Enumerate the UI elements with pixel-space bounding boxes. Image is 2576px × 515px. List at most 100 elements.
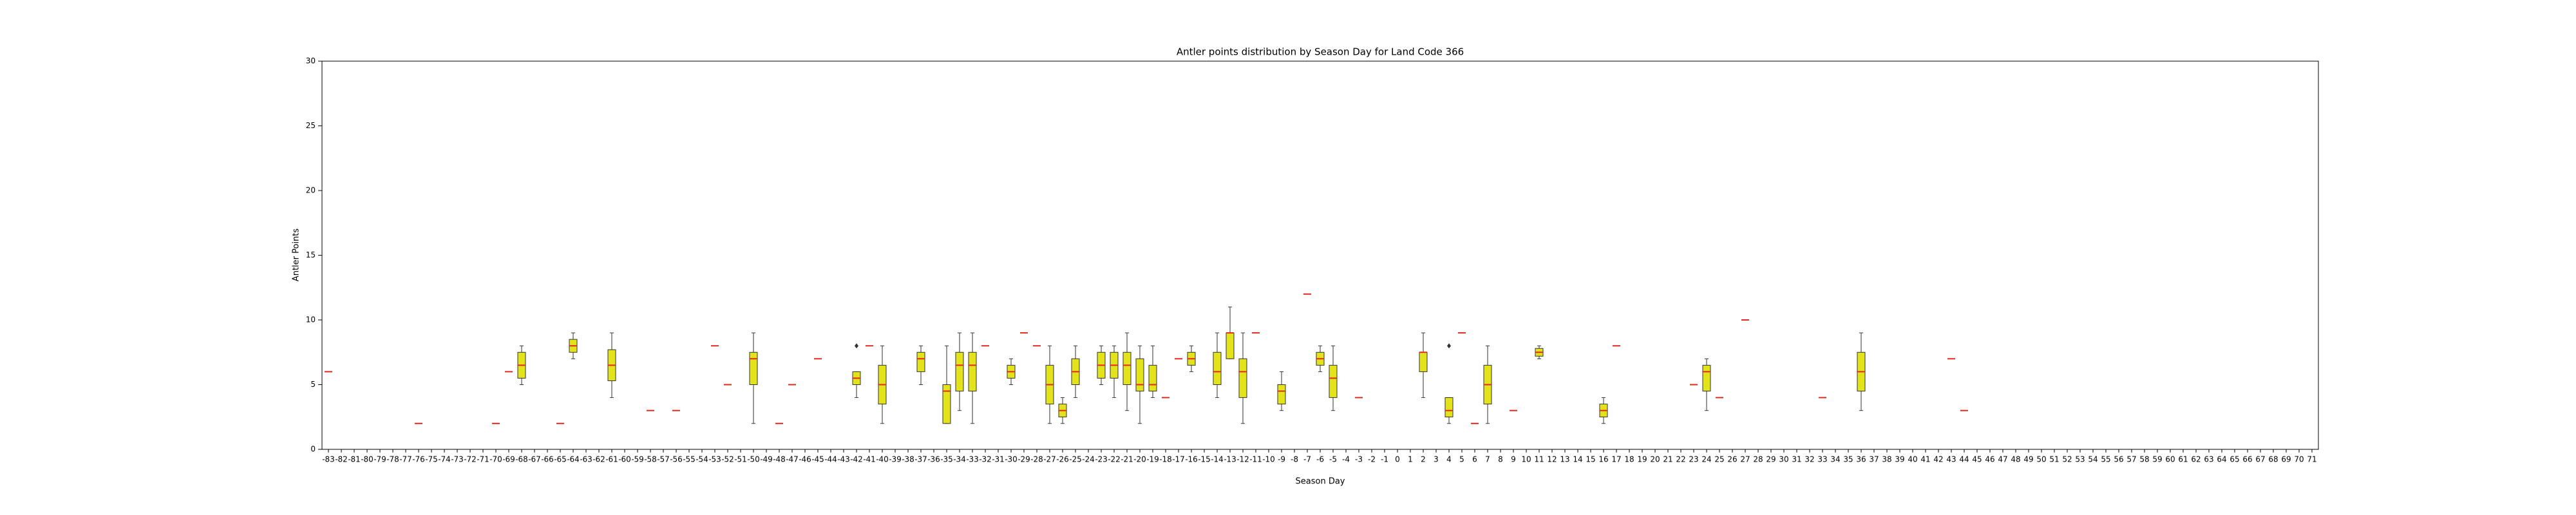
x-tick-label: -29 (1018, 455, 1030, 464)
x-tick-label: -10 (1262, 455, 1275, 464)
x-tick-label: 5 (1459, 455, 1464, 464)
x-tick-label: 18 (1624, 455, 1634, 464)
x-tick-label: -30 (1005, 455, 1018, 464)
x-tick-label: 10 (1521, 455, 1531, 464)
x-tick-label: 65 (2230, 455, 2239, 464)
x-tick-label: -75 (425, 455, 438, 464)
x-tick-label: -41 (863, 455, 876, 464)
x-tick-label: 66 (2242, 455, 2252, 464)
x-tick-label: -2 (1368, 455, 1376, 464)
x-tick-label: 35 (1843, 455, 1853, 464)
x-tick-label: -5 (1329, 455, 1337, 464)
x-tick-label: 11 (1534, 455, 1544, 464)
x-tick-label: 16 (1598, 455, 1608, 464)
x-tick-label: 70 (2294, 455, 2304, 464)
x-tick-label: -45 (811, 455, 824, 464)
x-tick-label: 47 (1998, 455, 2007, 464)
x-tick-label: -60 (618, 455, 631, 464)
x-tick-label: -81 (348, 455, 361, 464)
x-tick-label: 60 (2165, 455, 2175, 464)
x-tick-label: 63 (2204, 455, 2213, 464)
x-tick-label: -64 (567, 455, 580, 464)
x-tick-label: 32 (1804, 455, 1814, 464)
x-tick-label: 34 (1830, 455, 1840, 464)
box (916, 351, 925, 372)
x-tick-label: -4 (1342, 455, 1350, 464)
flier (855, 343, 858, 349)
x-tick-label: 55 (2101, 455, 2110, 464)
x-tick-label: 69 (2281, 455, 2291, 464)
x-tick-label: 17 (1611, 455, 1621, 464)
x-tick-label: -53 (708, 455, 721, 464)
x-tick-label: -52 (721, 455, 734, 464)
box (942, 384, 951, 424)
x-tick-label: 67 (2255, 455, 2265, 464)
x-tick-label: 6 (1472, 455, 1477, 464)
x-tick-label: 23 (1689, 455, 1698, 464)
x-tick-label: -31 (992, 455, 1005, 464)
box (1135, 358, 1144, 392)
x-tick-label: 9 (1511, 455, 1516, 464)
x-tick-label: -78 (386, 455, 399, 464)
box (1122, 351, 1132, 385)
x-tick-label: 56 (2114, 455, 2123, 464)
x-tick-label: 15 (1586, 455, 1595, 464)
x-tick-label: 7 (1485, 455, 1490, 464)
y-tick-label: 20 (306, 186, 316, 195)
x-tick-label: -42 (850, 455, 863, 464)
x-tick-label: 29 (1766, 455, 1776, 464)
x-tick-label: -39 (889, 455, 902, 464)
chart-title: Antler points distribution by Season Day… (1177, 46, 1464, 58)
x-tick-label: -20 (1133, 455, 1146, 464)
x-tick-label: 33 (1817, 455, 1827, 464)
x-tick-label: 37 (1869, 455, 1879, 464)
x-tick-label: -82 (335, 455, 348, 464)
x-tick-label: -80 (361, 455, 374, 464)
x-tick-label: -58 (644, 455, 657, 464)
x-tick-label: 54 (2088, 455, 2098, 464)
x-tick-label: 8 (1498, 455, 1503, 464)
x-tick-label: -6 (1316, 455, 1324, 464)
x-tick-label: -49 (760, 455, 773, 464)
x-tick-label: 22 (1676, 455, 1685, 464)
x-tick-label: 50 (2036, 455, 2046, 464)
box (1419, 351, 1428, 372)
x-tick-label: -13 (1224, 455, 1236, 464)
box (1213, 351, 1222, 385)
x-tick-label: 30 (1779, 455, 1788, 464)
x-tick-label: -71 (477, 455, 489, 464)
x-tick-label: -33 (966, 455, 979, 464)
x-tick-label: -23 (1095, 455, 1108, 464)
x-tick-label: -68 (515, 455, 528, 464)
x-tick-label: 53 (2075, 455, 2085, 464)
x-tick-label: 64 (2217, 455, 2226, 464)
x-tick-label: -61 (605, 455, 618, 464)
x-tick-label: -22 (1108, 455, 1121, 464)
x-tick-label: 21 (1663, 455, 1672, 464)
x-tick-label: 51 (2049, 455, 2059, 464)
x-tick-label: 13 (1560, 455, 1569, 464)
x-tick-label: 45 (1972, 455, 1982, 464)
x-tick-label: -77 (399, 455, 412, 464)
box (1277, 384, 1286, 405)
x-tick-label: 40 (1908, 455, 1917, 464)
x-tick-label: -74 (438, 455, 451, 464)
x-tick-label: 43 (1946, 455, 1956, 464)
x-tick-label: -3 (1355, 455, 1363, 464)
x-tick-label: -44 (824, 455, 837, 464)
x-tick-label: -67 (528, 455, 541, 464)
x-tick-label: -43 (837, 455, 850, 464)
flier (1447, 343, 1451, 349)
x-tick-label: 26 (1727, 455, 1737, 464)
x-tick-label: 39 (1895, 455, 1904, 464)
x-axis-title: Season Day (1296, 477, 1345, 487)
x-tick-label: 44 (1959, 455, 1969, 464)
box (1702, 364, 1711, 392)
x-tick-label: -73 (451, 455, 464, 464)
x-tick-label: 36 (1856, 455, 1866, 464)
x-tick-label: -51 (734, 455, 747, 464)
x-tick-label: 62 (2191, 455, 2201, 464)
x-tick-label: 24 (1701, 455, 1711, 464)
y-tick-label: 5 (310, 380, 316, 389)
box (968, 351, 977, 392)
